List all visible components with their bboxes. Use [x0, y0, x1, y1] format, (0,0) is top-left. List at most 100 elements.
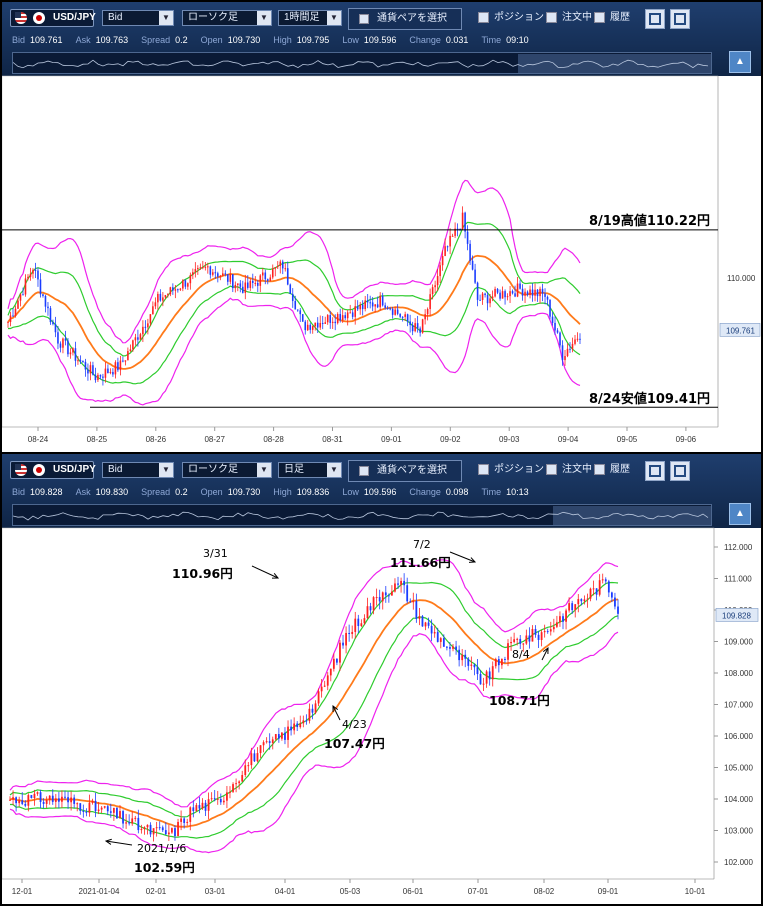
settings-panel-icon[interactable] — [670, 9, 690, 29]
candle-body — [482, 683, 485, 685]
candle-body — [192, 807, 195, 812]
candle-body — [610, 592, 613, 598]
candle-body — [540, 632, 543, 640]
hourly-candlestick-chart[interactable]: 23.6%110.67338.2%110.06250.0%109.5698/19… — [2, 2, 761, 452]
candle-body — [85, 811, 88, 813]
checkbox-icon — [546, 464, 557, 475]
candle-body — [406, 585, 409, 602]
checkbox-icon — [546, 12, 557, 23]
select-pair-button[interactable]: 通貨ペアを選択 — [348, 460, 462, 482]
x-axis-tick-label: 2021-01-04 — [79, 887, 120, 896]
currency-pair-selector[interactable]: USD/JPY — [10, 461, 96, 479]
x-axis-tick-label: 04-01 — [275, 887, 296, 896]
candle-body — [397, 583, 399, 585]
candle-body — [57, 332, 59, 344]
candle-body — [467, 658, 470, 666]
draw-tool-icon[interactable] — [645, 9, 665, 29]
candle-body — [326, 675, 329, 686]
candle-body — [354, 306, 356, 317]
draw-tool-icon[interactable] — [645, 461, 665, 481]
candle-body — [167, 832, 170, 835]
candle-body — [291, 293, 294, 302]
candle-body — [421, 616, 424, 627]
candle-body — [504, 291, 506, 298]
candle-body — [455, 646, 457, 650]
candle-body — [464, 212, 466, 232]
candle-body — [226, 792, 228, 801]
quote-value: 10:13 — [506, 487, 529, 497]
candle-body — [516, 283, 519, 297]
candle-body — [116, 807, 118, 819]
candle-body — [174, 828, 176, 837]
candle-body — [79, 360, 82, 362]
candle-body — [366, 300, 369, 303]
candle-body — [61, 796, 63, 802]
quote-key: Change — [409, 35, 441, 45]
daily-candlestick-chart[interactable]: 112.000111.000110.000109.000108.000107.0… — [2, 454, 761, 904]
chart-type-select[interactable]: ローソク足 ▼ — [182, 10, 272, 26]
quote-value: 109.596 — [363, 487, 397, 497]
x-axis-tick-label: 09-01 — [381, 435, 402, 444]
candle-body — [386, 307, 389, 309]
candle-body — [62, 338, 64, 348]
auto-scroll-icon[interactable] — [729, 503, 751, 525]
candle-body — [259, 275, 262, 286]
candle-body — [387, 595, 390, 597]
price-type-value: Bid — [108, 464, 123, 475]
x-axis-tick-label: 03-01 — [205, 887, 226, 896]
select-pair-button[interactable]: 通貨ペアを選択 — [348, 8, 462, 30]
checkbox-icon — [594, 464, 605, 475]
candle-body — [579, 338, 581, 340]
candle-body — [511, 291, 514, 294]
candle-body — [161, 827, 164, 831]
position-checkbox[interactable]: ポジション — [478, 464, 544, 478]
currency-pair-selector[interactable]: USD/JPY — [10, 9, 96, 27]
arrowhead-icon — [271, 573, 280, 579]
candle-body — [18, 800, 21, 804]
candle-body — [241, 775, 244, 782]
orders-checkbox[interactable]: 注文中 — [546, 464, 592, 478]
quote-value: 109.730 — [227, 487, 261, 497]
history-checkbox[interactable]: 履歴 — [594, 464, 630, 478]
history-checkbox[interactable]: 履歴 — [594, 12, 630, 26]
timeframe-select[interactable]: 1時間足 ▼ — [278, 10, 342, 26]
candle-body — [114, 362, 117, 375]
candle-body — [451, 235, 454, 237]
candle-body — [244, 282, 247, 293]
candle-body — [164, 295, 167, 298]
quote-key: Open — [200, 487, 223, 497]
candle-body — [37, 270, 39, 280]
candle-body — [555, 622, 558, 627]
candle-body — [320, 686, 323, 692]
candle-body — [301, 314, 304, 322]
candle-body — [172, 287, 174, 291]
auto-scroll-icon[interactable] — [729, 51, 751, 73]
chart-navigator[interactable] — [12, 52, 712, 74]
candle-body — [556, 330, 559, 333]
candle-body — [12, 315, 14, 317]
candle-body — [102, 376, 104, 378]
timeframe-select[interactable]: 日足 ▼ — [278, 462, 342, 478]
chart-navigator[interactable] — [12, 504, 712, 526]
settings-panel-icon[interactable] — [670, 461, 690, 481]
candle-body — [195, 805, 198, 812]
candle-body — [363, 618, 366, 624]
candle-body — [82, 360, 84, 362]
candle-body — [534, 628, 537, 635]
jp-flag-icon — [33, 464, 45, 476]
chart-type-select[interactable]: ローソク足 ▼ — [182, 462, 272, 478]
candle-body — [134, 817, 137, 819]
quote-value: 09:10 — [506, 35, 529, 45]
candle-body — [42, 294, 44, 296]
candle-body — [44, 295, 47, 307]
candle-body — [284, 732, 286, 740]
candle-body — [49, 308, 52, 323]
candle-body — [199, 267, 202, 269]
orders-checkbox[interactable]: 注文中 — [546, 12, 592, 26]
candle-body — [419, 328, 421, 333]
candle-body — [568, 603, 571, 611]
price-type-select[interactable]: Bid ▼ — [102, 462, 174, 478]
candle-body — [510, 641, 512, 644]
price-type-select[interactable]: Bid ▼ — [102, 10, 174, 26]
position-checkbox[interactable]: ポジション — [478, 12, 544, 26]
